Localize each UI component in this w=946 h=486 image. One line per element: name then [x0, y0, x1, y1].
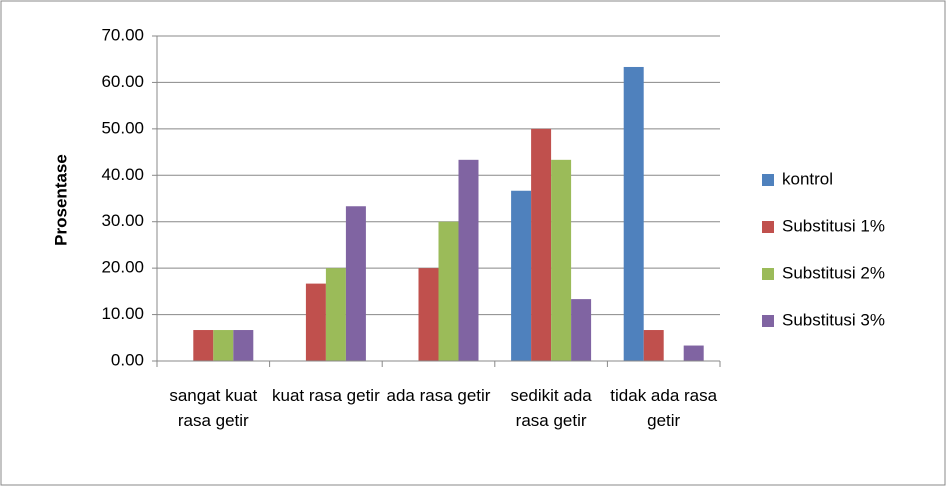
x-tick-label: ada rasa getir [386, 386, 491, 405]
x-tick-label: tidak ada rasa getir [610, 386, 718, 430]
x-tick-label-box: tidak ada rasa getir [610, 386, 718, 430]
legend-label: Substitusi 3% [782, 310, 885, 329]
x-tick-label: sangat kuat rasa getir [169, 386, 258, 430]
y-tick-label: 10.00 [101, 304, 144, 323]
bar [233, 330, 254, 361]
legend-swatch [762, 174, 774, 186]
y-tick-label: 30.00 [101, 211, 144, 230]
x-tick-label-box: sedikit ada rasa getir [510, 386, 592, 430]
bar [643, 330, 664, 361]
legend-label: Substitusi 2% [782, 263, 885, 282]
bar [551, 159, 572, 361]
x-tick-label: sedikit ada rasa getir [510, 386, 592, 430]
x-tick-label-box: ada rasa getir [386, 386, 491, 405]
legend-swatch [762, 315, 774, 327]
y-tick-label: 40.00 [101, 165, 144, 184]
legend-swatch [762, 221, 774, 233]
y-tick-label: 50.00 [101, 118, 144, 137]
bar [458, 159, 479, 361]
legend-swatch [762, 268, 774, 280]
legend-label: Substitusi 1% [782, 216, 885, 235]
bar [511, 190, 532, 361]
bar [325, 268, 346, 361]
x-tick-label: kuat rasa getir [272, 386, 380, 405]
bar [438, 221, 459, 361]
x-tick-label-box: sangat kuat rasa getir [169, 386, 258, 430]
y-axis-label: Prosentase [51, 154, 70, 246]
bar [571, 299, 592, 361]
bar [531, 128, 552, 361]
y-tick-label: 0.00 [111, 350, 144, 369]
bar [213, 330, 234, 361]
y-tick-label: 70.00 [101, 25, 144, 44]
x-tick-label-box: kuat rasa getir [272, 386, 380, 405]
y-tick-label: 60.00 [101, 72, 144, 91]
y-tick-label: 20.00 [101, 258, 144, 277]
bar [623, 66, 644, 361]
legend-label: kontrol [782, 169, 833, 188]
bar [193, 330, 214, 361]
bar [683, 345, 704, 361]
bar [305, 283, 326, 361]
bar [418, 268, 439, 361]
bar [345, 206, 366, 361]
